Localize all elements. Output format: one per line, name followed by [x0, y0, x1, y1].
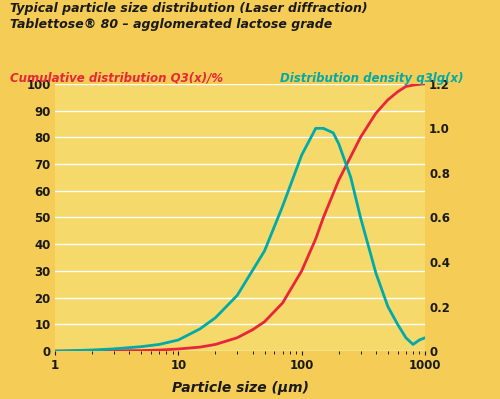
Text: Distribution density q3lg(x): Distribution density q3lg(x) [280, 72, 464, 85]
Text: Cumulative distribution Q3(x)/%: Cumulative distribution Q3(x)/% [10, 72, 223, 85]
X-axis label: Particle size (µm): Particle size (µm) [172, 381, 308, 395]
Text: Tablettose® 80 – agglomerated lactose grade: Tablettose® 80 – agglomerated lactose gr… [10, 18, 332, 31]
Text: Typical particle size distribution (Laser diffraction): Typical particle size distribution (Lase… [10, 2, 368, 15]
